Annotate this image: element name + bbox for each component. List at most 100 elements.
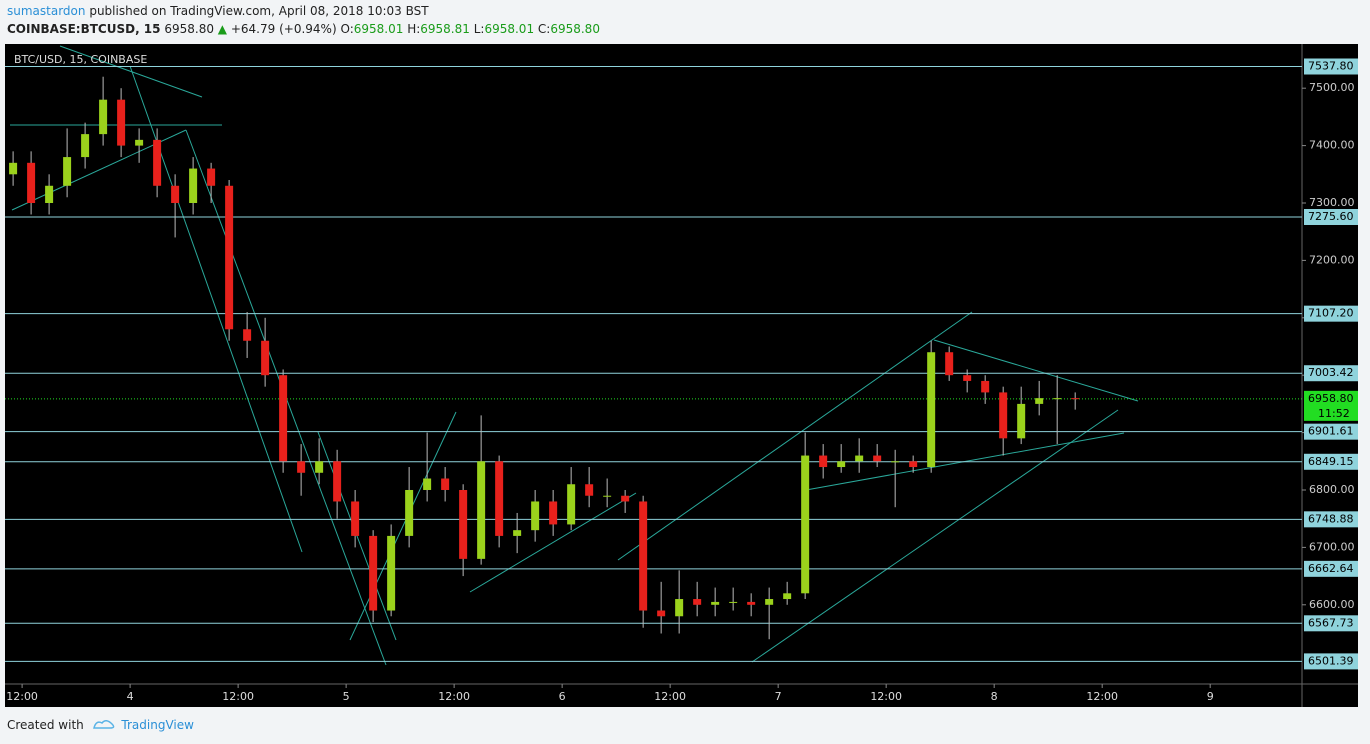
candle-body bbox=[945, 352, 954, 376]
up-arrow: ▲ bbox=[217, 22, 228, 36]
trend-line bbox=[617, 311, 973, 561]
y-tick-label: 6600.00 bbox=[1309, 598, 1355, 611]
candle-body bbox=[765, 599, 774, 605]
level-label: 6901.61 bbox=[1308, 425, 1354, 438]
candle-body bbox=[63, 157, 72, 186]
candle-body bbox=[621, 495, 630, 502]
symbol-line: COINBASE:BTCUSD, 15 6958.80 ▲ +64.79 (+0… bbox=[7, 22, 600, 36]
trend-line bbox=[317, 431, 397, 641]
level-label: 6849.15 bbox=[1308, 455, 1354, 468]
symbol: COINBASE:BTCUSD, 15 bbox=[7, 22, 161, 36]
level-label-box bbox=[1304, 560, 1358, 577]
l-label: L: bbox=[473, 22, 485, 36]
y-tick-label: 7300.00 bbox=[1309, 196, 1355, 209]
candle-body bbox=[855, 455, 864, 462]
level-label-box bbox=[1304, 58, 1358, 75]
candle-body bbox=[585, 484, 594, 496]
x-tick-label: 12:00 bbox=[222, 690, 254, 703]
trend-line bbox=[349, 411, 457, 641]
x-tick-label: 7 bbox=[775, 690, 782, 703]
candle-body bbox=[135, 139, 144, 146]
created-with: Created with bbox=[7, 718, 84, 732]
trend-line bbox=[751, 409, 1119, 663]
candle-body bbox=[99, 99, 108, 135]
candle-body bbox=[837, 461, 846, 468]
chart: BTC/USD, 15, COINBASE 6600.00 6700.00 6800… bbox=[5, 44, 1358, 707]
candle-body bbox=[351, 501, 360, 536]
chart-background bbox=[5, 44, 1358, 707]
x-tick-label: 12:00 bbox=[1086, 690, 1118, 703]
h-label: H: bbox=[407, 22, 421, 36]
candle-body bbox=[477, 461, 486, 559]
candle-body bbox=[549, 501, 558, 525]
candle-body bbox=[1053, 398, 1062, 400]
author[interactable]: sumastardon bbox=[7, 4, 86, 18]
current-price-label: 6958.80 bbox=[1308, 392, 1354, 405]
trend-line bbox=[469, 492, 637, 593]
candle-body bbox=[387, 535, 396, 611]
candle-body bbox=[261, 340, 270, 376]
trend-line bbox=[933, 339, 1139, 402]
candle-body bbox=[459, 489, 468, 559]
x-tick-label: 9 bbox=[1207, 690, 1214, 703]
level-label: 7003.42 bbox=[1308, 366, 1354, 379]
level-label-box bbox=[1304, 209, 1358, 226]
candle-body bbox=[189, 168, 198, 203]
x-tick-label: 12:00 bbox=[438, 690, 470, 703]
open: 6958.01 bbox=[353, 22, 404, 36]
candle-body bbox=[801, 455, 810, 594]
candle-body bbox=[423, 478, 432, 490]
level-label: 6567.73 bbox=[1308, 616, 1354, 629]
footer: Created with TradingView bbox=[7, 717, 194, 732]
x-tick-label: 12:00 bbox=[654, 690, 686, 703]
current-price-box bbox=[1304, 390, 1358, 421]
brand[interactable]: TradingView bbox=[121, 718, 194, 732]
candle-body bbox=[225, 185, 234, 330]
x-tick-label: 4 bbox=[127, 690, 134, 703]
level-label-box bbox=[1304, 615, 1358, 632]
trend-line bbox=[59, 45, 203, 98]
candle-body bbox=[315, 461, 324, 473]
level-label-box bbox=[1304, 453, 1358, 470]
tv-logo bbox=[92, 720, 114, 729]
candle-body bbox=[675, 599, 684, 617]
x-tick-label: 5 bbox=[343, 690, 350, 703]
candle-body bbox=[279, 375, 288, 462]
candle-body bbox=[873, 455, 882, 462]
candle-body bbox=[783, 593, 792, 600]
close: 6958.80 bbox=[550, 22, 600, 36]
candle-body bbox=[909, 461, 918, 468]
candle-body bbox=[333, 461, 342, 502]
high: 6958.81 bbox=[420, 22, 470, 36]
candle-body bbox=[639, 501, 648, 611]
candle-body bbox=[711, 601, 720, 605]
y-tick-label: 7200.00 bbox=[1309, 253, 1355, 266]
change: +64.79 (+0.94%) bbox=[230, 22, 337, 36]
level-label-box bbox=[1304, 511, 1358, 528]
candle-body bbox=[45, 185, 54, 203]
candle-body bbox=[531, 501, 540, 531]
candle-body bbox=[693, 599, 702, 605]
level-label: 7275.60 bbox=[1308, 210, 1354, 223]
c-label: C: bbox=[537, 22, 551, 36]
candle-body bbox=[891, 461, 900, 463]
y-tick-label: 6700.00 bbox=[1309, 540, 1355, 553]
candle-body bbox=[441, 478, 450, 490]
o-label: O: bbox=[340, 22, 354, 36]
y-tick-label: 7500.00 bbox=[1309, 81, 1355, 94]
candle-body bbox=[405, 489, 414, 536]
candle-body bbox=[603, 495, 612, 497]
chart-legend: BTC/USD, 15, COINBASE bbox=[14, 53, 147, 66]
candle-body bbox=[117, 99, 126, 146]
x-tick-label: 12:00 bbox=[870, 690, 902, 703]
last-price: 6958.80 bbox=[164, 22, 214, 36]
candle-body bbox=[747, 601, 756, 605]
candle-body bbox=[495, 461, 504, 536]
y-tick-label: 6800.00 bbox=[1309, 483, 1355, 496]
level-label-box bbox=[1304, 653, 1358, 670]
candle-body bbox=[567, 484, 576, 525]
level-label: 6748.88 bbox=[1308, 512, 1354, 525]
candle-body bbox=[171, 185, 180, 203]
level-label: 6501.39 bbox=[1308, 654, 1354, 667]
low: 6958.01 bbox=[484, 22, 535, 36]
